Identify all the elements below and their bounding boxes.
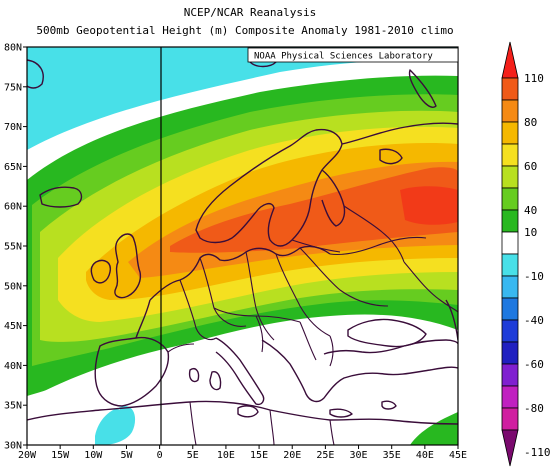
band-red-core <box>400 186 458 225</box>
colorbar-label: -10 <box>524 270 544 283</box>
y-tick-label: 70N <box>4 122 22 133</box>
x-tick-label: 35E <box>383 450 401 461</box>
colorbar-swatch <box>501 143 519 167</box>
x-tick-label: 40E <box>416 450 434 461</box>
band-white-iberia <box>27 391 120 445</box>
x-tick-label: 20E <box>283 450 301 461</box>
y-axis: 80N 75N 70N 65N 60N 55N 50N 45N 40N 35N 30N <box>4 43 27 452</box>
x-tick-label: 15E <box>250 450 268 461</box>
colorbar-label: 60 <box>524 160 537 173</box>
colorbar-swatch <box>501 363 519 387</box>
y-tick-label: 30N <box>4 441 22 452</box>
colorbar-swatch <box>501 231 519 255</box>
colorbar-swatch <box>501 209 519 233</box>
colorbar-swatch <box>501 253 519 277</box>
credit-box <box>247 47 459 63</box>
colorbar-arrow-top <box>501 41 519 79</box>
band-red-orange <box>170 167 458 253</box>
colorbar-swatch <box>501 407 519 431</box>
x-tick-label: 20W <box>18 450 37 461</box>
colorbar-label: 10 <box>524 226 537 239</box>
band-cyan-iberia <box>95 406 136 445</box>
chart-subtitle: 500mb Geopotential Height (m) Composite … <box>36 24 454 37</box>
band-green-south-east <box>410 412 458 445</box>
colorbar-label: -110 <box>524 446 551 459</box>
chart-title: NCEP/NCAR Reanalysis <box>183 6 317 19</box>
country-borders <box>167 205 458 445</box>
colorbar-label: -40 <box>524 314 544 327</box>
colorbar-swatch <box>501 297 519 321</box>
colorbar-swatch <box>501 385 519 409</box>
colorbar-swatch <box>501 341 519 365</box>
colorbar-label: 80 <box>524 116 537 129</box>
y-tick-label: 45N <box>4 321 22 332</box>
x-tick-label: 15W <box>51 450 70 461</box>
y-tick-label: 60N <box>4 202 22 213</box>
colorbar-swatch <box>501 187 519 211</box>
colorbar-swatch <box>501 77 519 101</box>
x-tick-label: 30E <box>350 450 368 461</box>
x-tick-label: 5W <box>120 450 133 461</box>
x-tick-label: 0 <box>157 450 163 461</box>
y-tick-label: 50N <box>4 281 22 292</box>
y-tick-label: 40N <box>4 361 22 372</box>
colorbar-arrow-bottom <box>501 429 519 467</box>
x-tick-label: 25E <box>316 450 334 461</box>
anomaly-field <box>27 47 458 445</box>
x-tick-label: 45E <box>449 450 467 461</box>
colorbar-label: 40 <box>524 204 537 217</box>
colorbar-swatch <box>501 121 519 145</box>
y-tick-label: 80N <box>4 43 22 54</box>
colorbar-swatch <box>501 165 519 189</box>
colorbar-swatch <box>501 319 519 343</box>
x-tick-label: 10E <box>217 450 235 461</box>
x-tick-label: 10W <box>84 450 103 461</box>
y-tick-label: 55N <box>4 242 22 253</box>
x-tick-label: 5E <box>187 450 199 461</box>
colorbar-label: -60 <box>524 358 544 371</box>
colorbar-label: -80 <box>524 402 544 415</box>
x-axis: 20W 15W 10W 5W 0 5E 10E 15E 20E 25E 30E 35E 40E 45E <box>18 445 467 461</box>
credit-text: NOAA Physical Sciences Laboratory <box>254 52 433 62</box>
colorbar-swatch <box>501 99 519 123</box>
colorbar-swatch <box>501 275 519 299</box>
y-tick-label: 65N <box>4 162 22 173</box>
coastlines <box>27 50 458 425</box>
y-tick-label: 75N <box>4 82 22 93</box>
colorbar: 110 80 60 40 10 -10 -40 -60 -80 -110 <box>501 41 551 467</box>
y-tick-label: 35N <box>4 401 22 412</box>
colorbar-label: 110 <box>524 72 544 85</box>
